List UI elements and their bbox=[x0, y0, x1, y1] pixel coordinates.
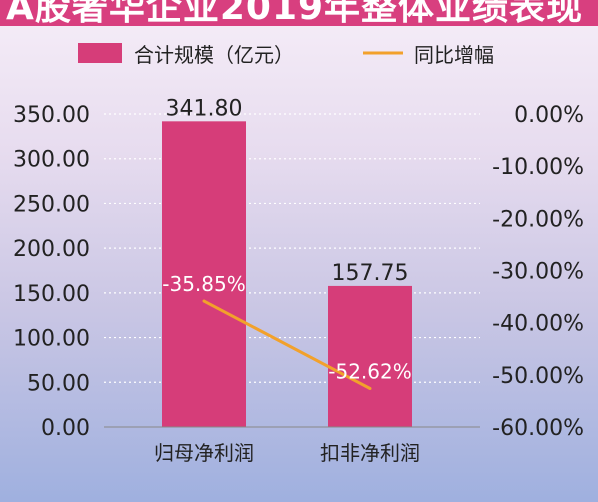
line-point bbox=[368, 387, 372, 391]
y-left-tick-label: 0.00 bbox=[41, 416, 90, 441]
y-right-tick-label: -50.00% bbox=[492, 364, 584, 389]
y-left-tick-label: 250.00 bbox=[13, 192, 90, 217]
y-right-tick-label: -30.00% bbox=[492, 260, 584, 285]
legend-label-line: 同比增幅 bbox=[414, 43, 494, 67]
y-left-tick-label: 200.00 bbox=[13, 237, 90, 262]
legend-label-bar: 合计规模（亿元） bbox=[134, 43, 294, 67]
line-point bbox=[202, 299, 206, 303]
y-left-tick-label: 150.00 bbox=[13, 282, 90, 307]
y-left-tick-label: 350.00 bbox=[13, 103, 90, 128]
bar bbox=[328, 285, 412, 427]
y-right-tick-label: -10.00% bbox=[492, 155, 584, 180]
x-category-label: 归母净利润 bbox=[154, 441, 254, 465]
title-bar: A股奢华企业2019年整体业绩表现 bbox=[0, 0, 598, 26]
bar-value-label: 157.75 bbox=[332, 261, 409, 286]
y-right-tick-label: -60.00% bbox=[492, 416, 584, 441]
y-right-tick-label: -20.00% bbox=[492, 207, 584, 232]
y-left-tick-label: 100.00 bbox=[13, 327, 90, 352]
legend-swatch-bar bbox=[78, 43, 122, 63]
y-left-tick-label: 50.00 bbox=[27, 371, 90, 396]
line-value-label: -35.85% bbox=[162, 272, 245, 296]
y-right-tick-label: -40.00% bbox=[492, 312, 584, 337]
bar bbox=[162, 121, 246, 428]
y-left-tick-label: 300.00 bbox=[13, 148, 90, 173]
line-value-label: -52.62% bbox=[328, 360, 411, 384]
chart-title: A股奢华企业2019年整体业绩表现 bbox=[6, 0, 584, 26]
series-line bbox=[203, 299, 371, 390]
bar-value-label: 341.80 bbox=[166, 96, 243, 121]
legend: 合计规模（亿元） 同比增幅 bbox=[78, 43, 494, 67]
y-right-tick-label: 0.00% bbox=[514, 103, 584, 128]
x-category-label: 扣非净利润 bbox=[320, 441, 420, 465]
